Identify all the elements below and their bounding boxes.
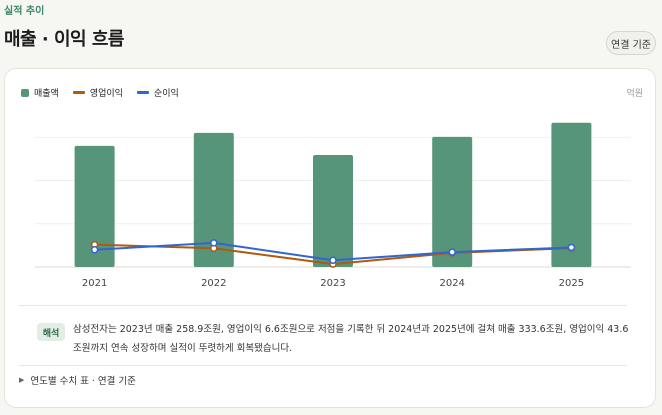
page-title: 매출 · 이익 흐름 <box>4 29 125 50</box>
x-tick-label-2025: 2025 <box>559 278 584 289</box>
point-net-income-2022 <box>210 239 218 247</box>
x-tick-label-2024: 2024 <box>439 278 464 289</box>
legend-item-net-income: 순이익 <box>136 86 179 99</box>
section-divider-2 <box>19 365 627 366</box>
legend-label-revenue: 매출액 <box>34 89 59 99</box>
chart-legend: 매출액 영업이익 순이익 <box>21 86 179 99</box>
bar-revenue-2022 <box>193 132 234 267</box>
legend-swatch-net-income <box>136 91 149 94</box>
chart-card: 매출액 영업이익 순이익 억원 2021 2022 2023 2024 2025 해석 … <box>4 68 656 408</box>
legend-label-net-income: 순이익 <box>153 89 179 99</box>
bar-revenue-2021 <box>74 145 115 267</box>
revenue-profit-chart: 2021 2022 2023 2024 2025 <box>35 122 631 289</box>
point-net-income-2021 <box>90 245 99 254</box>
point-net-income-2024 <box>448 248 456 256</box>
bar-revenue-2024 <box>432 136 473 267</box>
legend-swatch-operating-profit <box>72 91 85 94</box>
unit-label: 억원 <box>626 89 643 99</box>
consolidated-basis-button[interactable]: 연결 기준 <box>606 31 656 55</box>
bar-revenue-2023 <box>313 155 353 267</box>
legend-label-operating-profit: 영업이익 <box>89 89 123 99</box>
legend-swatch-revenue <box>21 88 29 97</box>
section-eyebrow: 실적 추이 <box>4 6 45 17</box>
x-tick-label-2022: 2022 <box>201 278 226 289</box>
legend-item-revenue: 매출액 <box>21 86 59 99</box>
x-tick-label-2023: 2023 <box>320 278 345 289</box>
point-net-income-2025 <box>567 243 576 252</box>
yearly-table-toggle[interactable]: ▶ 연도별 수치 표 · 연결 기준 <box>19 373 136 387</box>
interpretation-text: 삼성전자는 2023년 매출 258.9조원, 영업이익 6.6조원으로 저점을… <box>73 324 629 354</box>
yearly-table-toggle-label: 연도별 수치 표 · 연결 기준 <box>30 376 136 387</box>
section-divider <box>19 305 627 306</box>
point-net-income-2023 <box>329 256 337 265</box>
interpretation-chip: 해석 <box>37 323 65 341</box>
legend-item-operating-profit: 영업이익 <box>72 86 123 99</box>
bar-revenue-2025 <box>551 122 592 267</box>
x-tick-label-2021: 2021 <box>82 278 107 289</box>
caret-right-icon: ▶ <box>19 376 25 384</box>
